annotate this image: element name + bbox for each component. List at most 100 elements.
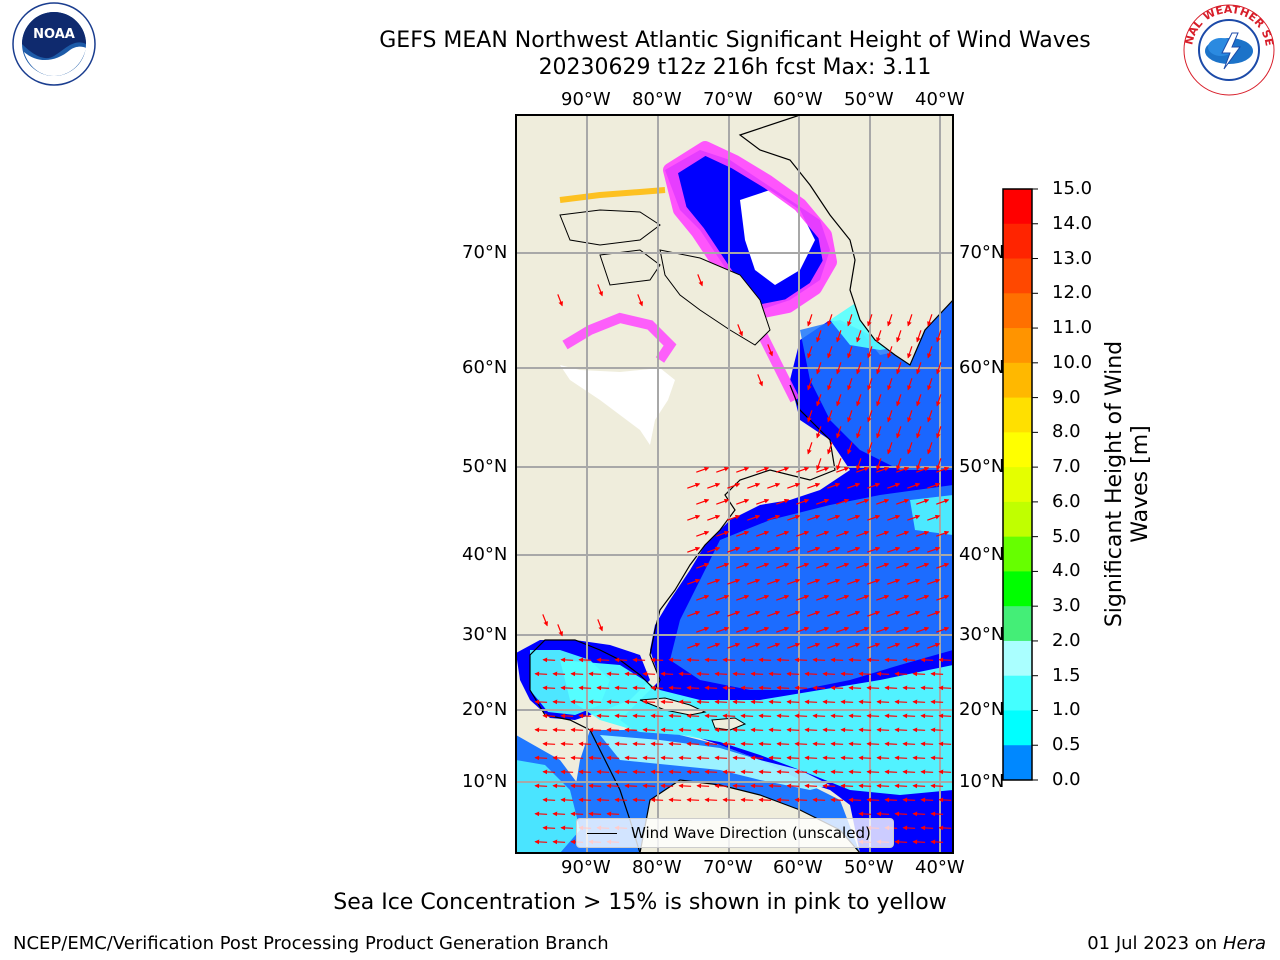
wave-direction-arrow [668,685,682,691]
wave-direction-arrow [588,699,602,705]
wave-direction-arrow [542,769,556,775]
wave-direction-arrow [847,442,853,455]
wave-direction-arrow [902,797,916,803]
wave-direction-arrow [534,839,548,845]
wave-direction-arrow [920,825,934,831]
wave-zone-high-newfoundland [910,495,953,535]
lon-label-bottom-80w: 80°W [632,857,682,878]
wave-direction-arrow [916,466,930,473]
wave-direction-arrow [542,825,556,831]
greenland [738,115,953,366]
wave-direction-arrow [876,394,882,407]
arctic-island-2 [599,249,661,286]
lat-label-right-60n: 60°N [959,357,1005,378]
wave-direction-arrow [624,671,638,677]
wave-direction-arrow [816,362,822,375]
wave-direction-arrow [660,671,674,677]
wave-direction-arrow [722,685,736,691]
wave-direction-arrow [876,699,890,705]
wave-direction-arrow [807,442,813,455]
wave-direction-arrow [930,699,944,705]
wave-direction-arrow [786,699,800,705]
wave-direction-arrow [632,657,646,663]
colorbar-tick-label: 6.0 [1052,490,1081,512]
wave-direction-arrow [678,671,692,677]
wave-direction-arrow [916,394,922,407]
wave-direction-arrow [927,314,933,327]
wave-direction-arrow [767,344,773,357]
wave-direction-arrow [542,614,548,627]
wave-direction-arrow [794,769,808,775]
wave-direction-arrow [816,330,822,343]
wave-direction-arrow [856,530,870,537]
wave-direction-arrow [884,769,898,775]
wave-direction-arrow [624,699,638,705]
wave-direction-arrow [907,610,921,617]
wave-direction-arrow [858,755,872,761]
wave-direction-arrow [747,610,761,617]
colorbar-segment [1003,571,1032,607]
wave-direction-arrow [776,562,790,569]
wave-direction-arrow [740,657,754,663]
wave-direction-arrow [578,713,592,719]
wave-direction-arrow [812,713,826,719]
wave-direction-arrow [650,685,664,691]
wave-direction-arrow [938,685,952,691]
wave-direction-arrow [552,783,566,789]
wave-direction-arrow [650,657,664,663]
wave-direction-arrow [668,797,682,803]
wave-direction-arrow [606,671,620,677]
wave-direction-arrow [796,498,810,505]
lon-label-top-60w: 60°W [773,89,823,110]
wave-direction-arrow [747,578,761,585]
wave-direction-arrow [816,530,830,537]
wave-direction-arrow [816,426,822,439]
wave-direction-arrow [927,514,941,521]
arctic-island-1 [559,209,661,246]
wave-direction-arrow [704,685,718,691]
wave-direction-arrow [930,783,944,789]
wave-direction-arrow [776,530,790,537]
wave-direction-arrow [896,498,910,505]
wave-direction-arrow [830,685,844,691]
wave-direction-arrow [836,562,850,569]
wave-direction-arrow [796,562,810,569]
wave-direction-arrow [920,713,934,719]
wave-direction-arrow [896,562,910,569]
wave-direction-arrow [756,626,770,633]
wave-direction-arrow [714,671,728,677]
wave-direction-arrow [767,642,781,649]
wave-direction-arrow [697,274,703,287]
wave-direction-arrow [936,426,942,439]
wave-direction-arrow [768,699,782,705]
wave-direction-arrow [696,755,710,761]
wave-direction-arrow [902,657,916,663]
colorbar-frame [1002,188,1033,781]
wave-direction-arrow [930,755,944,761]
wave-direction-arrow [696,783,710,789]
wave-direction-arrow [747,546,761,553]
wave-direction-arrow [606,755,620,761]
wave-direction-arrow [856,394,862,407]
lat-label-right-50n: 50°N [959,456,1005,477]
wave-direction-arrow [927,378,933,391]
wave-direction-arrow [707,578,721,585]
wave-direction-arrow [807,314,813,327]
wave-direction-arrow [894,811,908,817]
wave-direction-arrow [736,466,750,473]
wave-direction-arrow [827,514,841,521]
wave-direction-arrow [787,642,801,649]
sea-ice-hudson [562,312,677,363]
wave-direction-arrow [876,811,890,817]
wave-direction-arrow [927,410,933,423]
wave-direction-arrow [560,741,574,747]
wave-direction-arrow [867,314,873,327]
wave-direction-arrow [534,783,548,789]
wave-direction-arrow [927,610,941,617]
footer-credit: NCEP/EMC/Verification Post Processing Pr… [13,933,609,954]
colorbar-tick-label: 8.0 [1052,421,1081,443]
wave-direction-arrow [920,797,934,803]
wave-direction-arrow [876,562,890,569]
wave-direction-arrow [747,482,761,489]
wave-direction-arrow [887,314,893,327]
